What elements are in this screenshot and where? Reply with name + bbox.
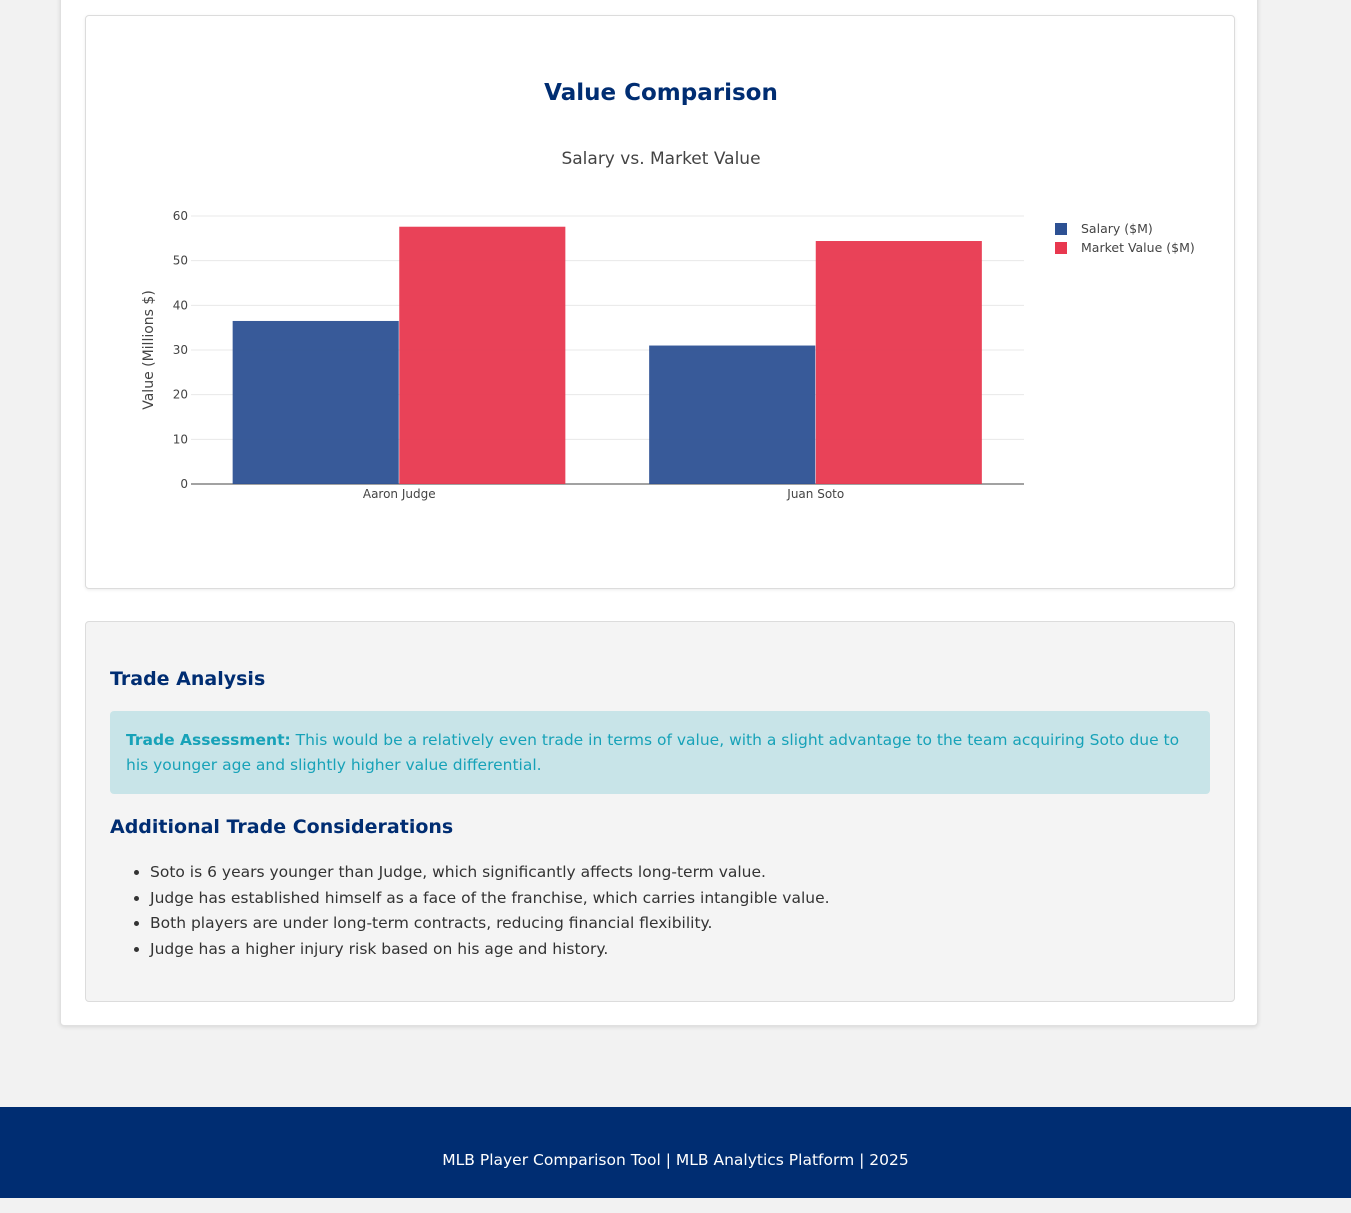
legend-swatch	[1055, 223, 1067, 235]
considerations-list: Soto is 6 years younger than Judge, whic…	[110, 860, 830, 962]
value-comparison-card: Value Comparison Salary vs. Market Value…	[85, 15, 1235, 589]
y-tick-label: 0	[180, 477, 188, 491]
bar	[815, 241, 982, 484]
legend-label: Market Value ($M)	[1081, 240, 1195, 255]
y-axis-label: Value (Millions $)	[141, 290, 157, 410]
y-tick-label: 10	[173, 432, 188, 446]
list-item: Both players are under long-term contrac…	[150, 911, 830, 937]
y-tick-label: 50	[173, 254, 188, 268]
legend-label: Salary ($M)	[1081, 221, 1153, 236]
y-tick-label: 40	[173, 298, 188, 312]
bar	[649, 345, 816, 484]
bar	[399, 226, 566, 484]
footer-text: MLB Player Comparison Tool | MLB Analyti…	[442, 1151, 909, 1169]
trade-assessment-text: This would be a relatively even trade in…	[126, 731, 1180, 774]
chart-title: Salary vs. Market Value	[561, 149, 760, 169]
y-tick-label: 60	[173, 209, 188, 223]
salary-vs-market-chart[interactable]: Salary vs. Market Value0102030405060Valu…	[86, 16, 1236, 590]
bar	[232, 320, 399, 484]
list-item: Soto is 6 years younger than Judge, whic…	[150, 860, 830, 886]
y-tick-label: 20	[173, 388, 188, 402]
y-tick-label: 30	[173, 343, 188, 357]
trade-assessment-alert: Trade Assessment: This would be a relati…	[110, 711, 1210, 794]
trade-analysis-card: Trade Analysis Trade Assessment: This wo…	[85, 621, 1235, 1002]
list-item: Judge has a higher injury risk based on …	[150, 937, 830, 963]
x-tick-label: Juan Soto	[786, 487, 844, 501]
x-tick-label: Aaron Judge	[363, 487, 436, 501]
considerations-heading: Additional Trade Considerations	[110, 816, 454, 838]
value-comparison-heading: Value Comparison	[544, 80, 778, 106]
list-item: Judge has established himself as a face …	[150, 886, 830, 912]
trade-assessment-label: Trade Assessment:	[126, 731, 291, 749]
trade-analysis-heading: Trade Analysis	[110, 668, 266, 690]
legend-swatch	[1055, 242, 1067, 254]
footer: MLB Player Comparison Tool | MLB Analyti…	[0, 1107, 1351, 1198]
